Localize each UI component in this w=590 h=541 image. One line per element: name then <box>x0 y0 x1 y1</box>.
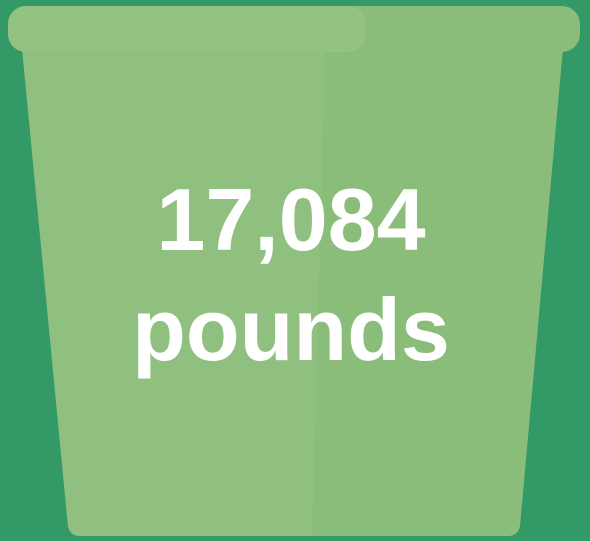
bucket-rim-highlight <box>8 6 366 52</box>
bucket-highlight <box>22 48 325 536</box>
amount: 17,084 <box>156 170 425 269</box>
unit: pounds <box>132 280 450 379</box>
